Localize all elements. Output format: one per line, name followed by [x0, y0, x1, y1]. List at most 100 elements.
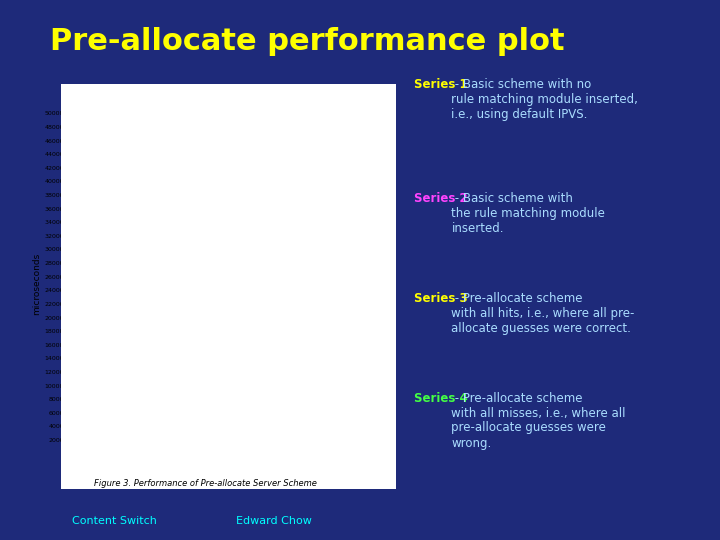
- Series3: [71, 450, 80, 457]
- Series3: [107, 450, 115, 457]
- Text: - Basic scheme with no
rule matching module inserted,
i.e., using default IPVS.: - Basic scheme with no rule matching mod…: [451, 78, 639, 122]
- Series1: [161, 386, 169, 392]
- Series4: [207, 246, 216, 253]
- Series3: [253, 450, 262, 457]
- Series4: [145, 345, 154, 352]
- Series2: [114, 408, 122, 415]
- Series2: [161, 355, 169, 362]
- Series3: [331, 450, 340, 457]
- Series2: [130, 393, 138, 399]
- Series4: [269, 175, 278, 181]
- Series1: [145, 397, 154, 404]
- Series2: [238, 267, 247, 273]
- Series3: [284, 450, 293, 457]
- Series4: [71, 440, 80, 447]
- Series1: [176, 372, 185, 379]
- Series1: [99, 431, 107, 438]
- Series2: [176, 341, 185, 348]
- Series2: [346, 199, 355, 205]
- Series3: [300, 450, 309, 457]
- Series4: [84, 429, 92, 435]
- Series3: [91, 450, 99, 457]
- Series4: [107, 401, 115, 408]
- Series4: [284, 168, 293, 174]
- Series1: [269, 301, 278, 307]
- Line: Series4: Series4: [73, 163, 353, 446]
- Series1: [284, 287, 293, 294]
- Series3: [207, 450, 216, 457]
- Series2: [122, 401, 130, 408]
- Series4: [130, 369, 138, 375]
- Series4: [192, 273, 200, 280]
- Series2: [84, 433, 92, 440]
- Series4: [253, 185, 262, 192]
- Series4: [76, 435, 84, 442]
- Series2: [207, 307, 216, 314]
- Series4: [176, 297, 185, 303]
- Series4: [238, 202, 247, 208]
- Text: Figure 3. Performance of Pre-allocate Server Scheme: Figure 3. Performance of Pre-allocate Se…: [94, 479, 317, 488]
- Series1: [76, 442, 84, 449]
- Series3: [122, 450, 130, 457]
- Series3: [84, 450, 92, 457]
- Series3: [269, 450, 278, 457]
- Series2: [284, 222, 293, 229]
- Text: Series 3: Series 3: [414, 292, 467, 305]
- Series2: [222, 284, 231, 290]
- Series1: [114, 422, 122, 428]
- Series3: [76, 450, 84, 457]
- Series3: [346, 450, 355, 457]
- Series2: [145, 375, 154, 382]
- Series2: [192, 325, 200, 331]
- Y-axis label: microseconds: microseconds: [32, 252, 42, 315]
- Series1: [84, 438, 92, 444]
- Series3: [145, 450, 154, 457]
- Series2: [71, 442, 80, 449]
- Series1: [71, 445, 80, 451]
- Series3: [138, 450, 146, 457]
- X-axis label: bytes: bytes: [212, 468, 242, 478]
- Series1: [331, 260, 340, 266]
- Text: - Pre-allocate scheme
with all hits, i.e., where all pre-
allocate guesses were : - Pre-allocate scheme with all hits, i.e…: [451, 292, 635, 335]
- Series2: [138, 382, 146, 389]
- Series4: [346, 161, 355, 167]
- Series1: [107, 427, 115, 433]
- Series4: [222, 222, 231, 229]
- Legend: Series1, Series2, Series3, Series4: Series1, Series2, Series3, Series4: [317, 286, 378, 336]
- Series1: [91, 435, 99, 442]
- Series1: [122, 416, 130, 423]
- Text: Series 4: Series 4: [414, 392, 468, 404]
- Series3: [315, 450, 324, 457]
- Text: - Pre-allocate scheme
with all misses, i.e., where all
pre-allocate guesses were: - Pre-allocate scheme with all misses, i…: [451, 392, 626, 449]
- Series4: [99, 411, 107, 417]
- Text: Series 1: Series 1: [414, 78, 467, 91]
- Series3: [176, 450, 185, 457]
- Title: Plot of response time vs document size: Plot of response time vs document size: [111, 101, 343, 111]
- Series3: [130, 450, 138, 457]
- Series4: [300, 166, 309, 172]
- Text: Pre-allocate performance plot: Pre-allocate performance plot: [50, 27, 565, 56]
- Series1: [315, 268, 324, 274]
- Series3: [99, 450, 107, 457]
- Series1: [138, 404, 146, 410]
- Series2: [107, 415, 115, 421]
- Text: Edward Chow: Edward Chow: [235, 516, 312, 526]
- Line: Series1: Series1: [73, 254, 353, 450]
- Series2: [99, 422, 107, 428]
- Series4: [331, 163, 340, 170]
- Series2: [253, 249, 262, 256]
- Series2: [300, 212, 309, 219]
- Line: Series3: Series3: [73, 450, 354, 457]
- Series2: [91, 427, 99, 433]
- Series1: [300, 277, 309, 284]
- Text: Series 2: Series 2: [414, 192, 467, 205]
- Series4: [114, 390, 122, 397]
- Line: Series2: Series2: [73, 199, 354, 448]
- Series4: [122, 381, 130, 387]
- Series2: [331, 202, 340, 208]
- Series1: [238, 325, 247, 331]
- Series1: [222, 336, 231, 342]
- Series3: [114, 450, 122, 457]
- Series3: [192, 450, 200, 457]
- Series1: [192, 362, 200, 368]
